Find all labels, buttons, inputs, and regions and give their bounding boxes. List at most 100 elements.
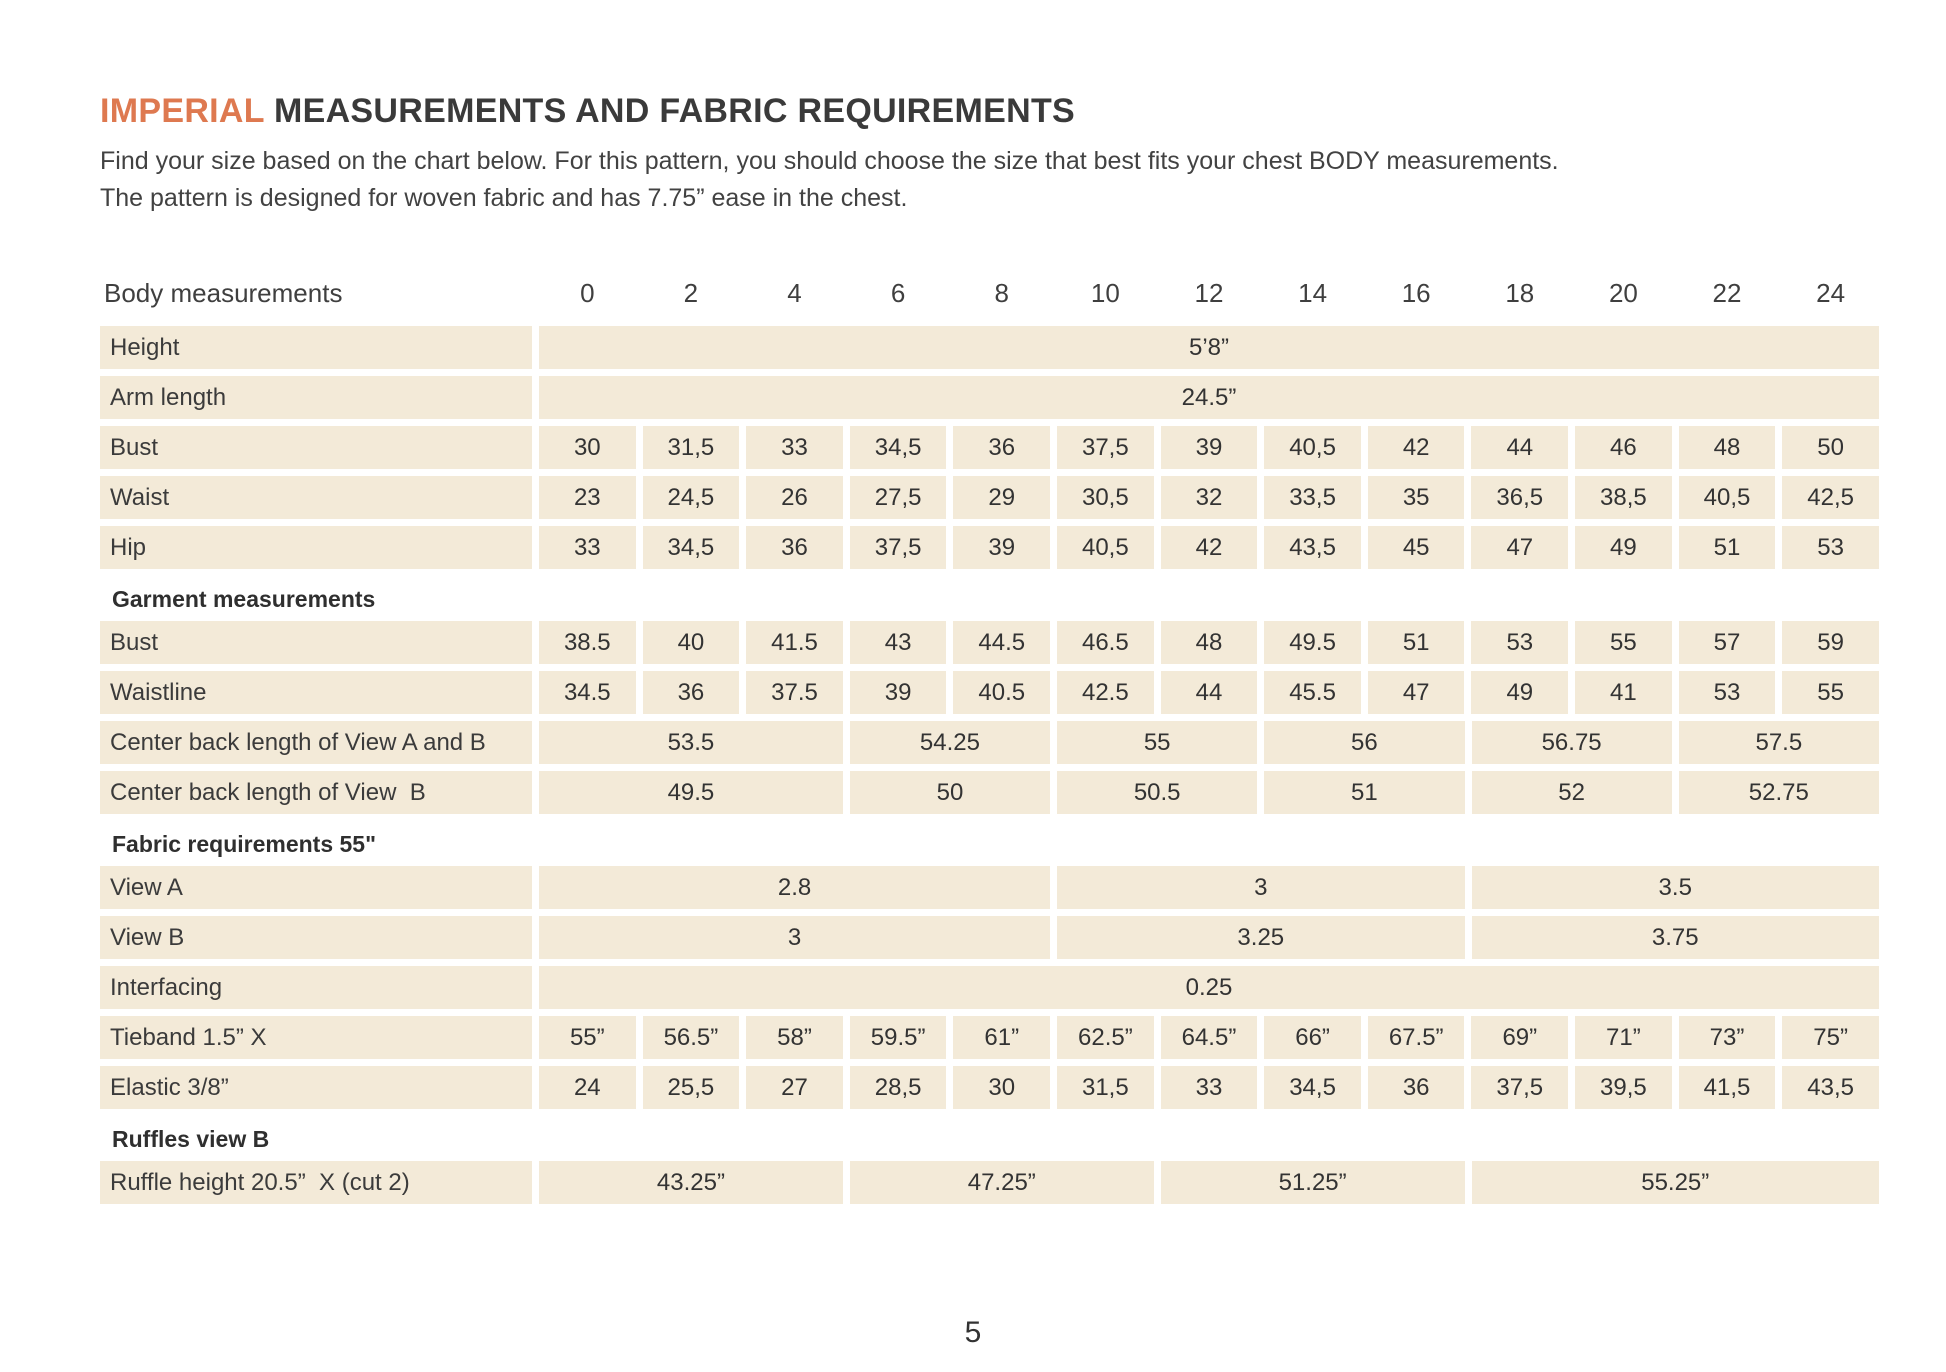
size-header-10: 10 [1090,277,1120,308]
section-header: Garment measurements [112,586,376,612]
value-cell: 34,5 [1264,1066,1361,1109]
page-number: 5 [964,1316,982,1349]
row-cells: 38.5 40 41.5 43 44.5 46.5 48 49.5 51 53 55 57 59 [539,621,1879,664]
size-header-8: 8 [994,277,1009,308]
value-cell: 37.5 [746,671,843,714]
value-cell: 23 [539,476,636,519]
row-cells: 0.25 [539,966,1879,1009]
value-cell: 43 [849,621,947,664]
table-row: Center back length of View A and B 53.5 54… [100,721,1880,764]
value-cell: 55 [1782,671,1879,714]
value-cell: 29 [953,476,1051,519]
value-cell: 3.75 [1471,916,1879,959]
value-cell: 64.5” [1160,1016,1258,1059]
size-header-14: 14 [1298,277,1328,308]
row-cells: 33 34,5 36 37,5 39 40,5 42 43,5 45 47 49 51 53 [539,526,1879,569]
intro-line-1: Find your size based on the chart below.… [100,147,1559,175]
value-cell: 43,5 [1264,526,1361,569]
value-cell: 51 [1678,526,1776,569]
value-cell: 62.5” [1057,1016,1154,1059]
row-label: Waistline [100,671,532,714]
table-row: View A 2.8 3 3.5 [100,866,1880,909]
value-cell: 56.75 [1471,721,1672,764]
value-cell: 39,5 [1575,1066,1672,1109]
row-cells: 30 31,5 33 34,5 36 37,5 39 40,5 42 44 46 48 50 [539,426,1879,469]
row-label: Waist [100,476,532,519]
size-header-24: 24 [1816,277,1846,308]
value-cell: 49.5 [1264,621,1361,664]
row-label: Bust [100,426,532,469]
size-header-20: 20 [1608,277,1638,308]
value-cell: 44 [1471,426,1569,469]
value-cell: 30 [953,1066,1051,1109]
value-cell: 49 [1575,526,1672,569]
row-label: Bust [100,621,532,664]
value-cell: 53.5 [539,721,843,764]
row-cells: 24 25,5 27 28,5 30 31,5 33 34,5 36 37,5 39,5 41,5 43… [539,1066,1879,1109]
value-cell: 67.5” [1367,1016,1465,1059]
table-row: Waist 23 24,5 26 27,5 29 30,5 32 33,5 35 36,5 38,5 4… [100,476,1880,519]
size-header-2: 2 [683,277,699,308]
value-cell: 3 [539,916,1051,959]
value-cell: 38,5 [1575,476,1672,519]
value-cell: 31,5 [1057,1066,1154,1109]
row-cells: 34.5 36 37.5 39 40.5 42.5 44 45.5 47 49 41 53 55 [539,671,1879,714]
page-content: IMPERIAL MEASUREMENTS AND FABRIC REQUIRE… [100,92,1880,1211]
value-cell: 71” [1575,1016,1672,1059]
value-cell: 30 [539,426,636,469]
value-cell: 26 [746,476,843,519]
value-cell: 27 [746,1066,843,1109]
value-cell: 59.5” [849,1016,947,1059]
value-cell: 40,5 [1678,476,1776,519]
row-cells: 49.5 50 50.5 51 52 52.75 [539,771,1879,814]
value-cell: 40.5 [953,671,1051,714]
value-cell: 0.25 [539,966,1879,1009]
value-cell: 44 [1160,671,1258,714]
value-cell: 34,5 [642,526,740,569]
value-cell: 55 [1575,621,1672,664]
value-cell: 53 [1678,671,1776,714]
value-cell: 46.5 [1057,621,1154,664]
value-cell: 37,5 [849,526,947,569]
row-cells: 53.5 54.25 55 56 56.75 57.5 [539,721,1879,764]
size-header-0: 0 [580,277,595,308]
table-row: Arm length 24.5” [100,376,1880,419]
value-cell: 36,5 [1471,476,1569,519]
value-cell: 39 [1160,426,1258,469]
value-cell: 31,5 [642,426,740,469]
value-cell: 33 [1160,1066,1258,1109]
section-header: Fabric requirements 55" [112,831,377,857]
value-cell: 55” [539,1016,636,1059]
value-cell: 47 [1471,526,1569,569]
table-row: Interfacing 0.25 [100,966,1880,1009]
row-label: Height [100,326,532,369]
size-header-6: 6 [890,277,906,308]
value-cell: 53 [1782,526,1879,569]
value-cell: 5’8” [539,326,1879,369]
value-cell: 24,5 [642,476,740,519]
value-cell: 58” [746,1016,843,1059]
value-cell: 3.5 [1471,866,1879,909]
value-cell: 55.25” [1471,1161,1879,1204]
table-row: Bust 38.5 40 41.5 43 44.5 46.5 48 49.5 51 53 55 57 59 [100,621,1880,664]
value-cell: 24 [539,1066,636,1109]
value-cell: 44.5 [953,621,1051,664]
value-cell: 49.5 [539,771,843,814]
row-label: Ruffle height 20.5” X (cut 2) [100,1161,532,1204]
value-cell: 42,5 [1782,476,1879,519]
value-cell: 3 [1057,866,1465,909]
row-cells: 24.5” [539,376,1879,419]
value-cell: 59 [1782,621,1879,664]
table-row: Ruffle height 20.5” X (cut 2) 43.25” 47.25… [100,1161,1880,1204]
value-cell: 40,5 [1264,426,1361,469]
section-header: Ruffles view B [112,1126,270,1152]
table-row: Height 5’8” [100,326,1880,369]
value-cell: 35 [1367,476,1465,519]
value-cell: 28,5 [849,1066,947,1109]
value-cell: 53 [1471,621,1569,664]
value-cell: 3.25 [1057,916,1465,959]
value-cell: 40 [642,621,740,664]
value-cell: 37,5 [1057,426,1154,469]
value-cell: 42.5 [1057,671,1154,714]
size-header-16: 16 [1401,277,1431,308]
